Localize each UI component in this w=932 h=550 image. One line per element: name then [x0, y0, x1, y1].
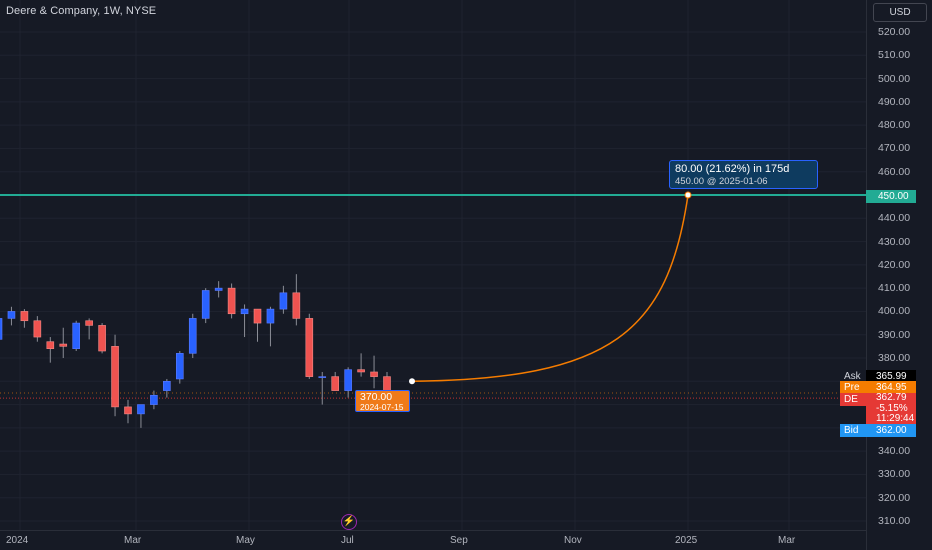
last-price-box: 362.79 -5.15% 11:29:44 — [866, 392, 916, 424]
candle-body — [20, 311, 29, 322]
bid-label: Bid — [840, 424, 866, 437]
price-tick-label: 430.00 — [878, 235, 911, 248]
price-tick-label: 490.00 — [878, 95, 911, 108]
candle-body — [85, 320, 93, 326]
candle-body — [370, 371, 378, 377]
candle-body — [253, 308, 262, 324]
target-line-price-tag: 450.00 — [866, 190, 916, 203]
candle-body — [266, 308, 275, 324]
candle-body — [0, 318, 3, 340]
candle-body — [72, 322, 80, 349]
price-tick-label: 440.00 — [878, 212, 911, 225]
price-tick-label: 390.00 — [878, 328, 911, 341]
candle-body — [33, 320, 42, 338]
time-tick-label: 2024 — [6, 535, 29, 546]
candle-body — [150, 394, 158, 405]
candle-body — [214, 287, 223, 291]
price-axis[interactable] — [866, 0, 932, 550]
chart-area[interactable]: Deere & Company, 1W, NYSE 80.00 (21.62%)… — [0, 0, 866, 530]
pre-value: 364.95 — [866, 381, 916, 394]
price-tick-label: 320.00 — [878, 491, 911, 504]
candle-body — [357, 369, 365, 373]
time-tick-label: Mar — [124, 535, 142, 546]
candle-body — [201, 290, 210, 319]
start-price: 370.00 — [360, 391, 393, 403]
ask-value: 365.99 — [866, 370, 916, 383]
flash-icon[interactable]: ⚡ — [341, 514, 357, 530]
price-tick-label: 410.00 — [878, 282, 911, 295]
end-point-marker — [684, 191, 692, 199]
chart-title: Deere & Company, 1W, NYSE — [6, 5, 157, 17]
symbol-label: DE — [840, 393, 866, 406]
last-change: -5.15% — [876, 402, 908, 414]
price-tick-label: 330.00 — [878, 468, 911, 481]
candle-body — [305, 318, 314, 377]
last-price: 362.79 — [876, 392, 907, 403]
time-tick-label: Nov — [564, 535, 582, 546]
candle-body — [240, 308, 249, 315]
time-tick-label: Mar — [778, 535, 796, 546]
candle-body — [124, 406, 132, 415]
price-tick-label: 480.00 — [878, 119, 911, 132]
time-axis[interactable] — [0, 530, 866, 550]
candle-body — [279, 292, 288, 310]
price-tick-label: 500.00 — [878, 72, 911, 85]
measure-change: 80.00 (21.62%) in 175d — [675, 163, 790, 175]
price-tick-label: 340.00 — [878, 445, 911, 458]
measure-label[interactable]: 80.00 (21.62%) in 175d 450.00 @ 2025-01-… — [669, 160, 818, 189]
price-tick-label: 470.00 — [878, 142, 911, 155]
time-tick-label: Sep — [450, 535, 468, 546]
time-tick-label: 2025 — [675, 535, 698, 546]
price-tick-label: 310.00 — [878, 515, 911, 527]
candle-body — [292, 292, 301, 319]
price-chart[interactable] — [0, 0, 866, 530]
time-tick-label: May — [236, 535, 255, 546]
candle-body — [163, 380, 171, 391]
candle-body — [111, 346, 119, 408]
candle-body — [318, 376, 327, 378]
start-point-label[interactable]: 370.00 2024-07-15 — [355, 390, 410, 412]
price-tick-label: 510.00 — [878, 49, 911, 62]
ask-label: Ask — [840, 370, 866, 383]
candle-body — [176, 353, 184, 380]
candle-body — [137, 404, 145, 415]
start-point-marker — [409, 378, 415, 385]
price-tick-label: 520.00 — [878, 26, 911, 38]
pre-label: Pre — [840, 381, 866, 394]
price-tick-label: 380.00 — [878, 352, 911, 364]
start-date: 2024-07-15 — [360, 402, 404, 412]
price-tick-label: 420.00 — [878, 258, 911, 271]
candle-body — [7, 311, 16, 319]
projection-curve — [411, 194, 689, 383]
bar-countdown: 11:29:44 — [876, 413, 915, 424]
price-tick-label: 460.00 — [878, 165, 911, 178]
candle-body — [59, 343, 68, 347]
currency-button[interactable]: USD — [873, 3, 927, 22]
candle-body — [227, 287, 236, 315]
bid-value: 362.00 — [866, 424, 916, 437]
candle-body — [188, 318, 197, 354]
candle-body — [331, 376, 340, 391]
measure-target: 450.00 @ 2025-01-06 — [675, 176, 768, 187]
price-tick-label: 400.00 — [878, 305, 911, 318]
candle-body — [344, 369, 352, 391]
candle-body — [98, 325, 106, 352]
candle-body — [46, 341, 55, 349]
time-tick-label: Jul — [341, 535, 354, 546]
